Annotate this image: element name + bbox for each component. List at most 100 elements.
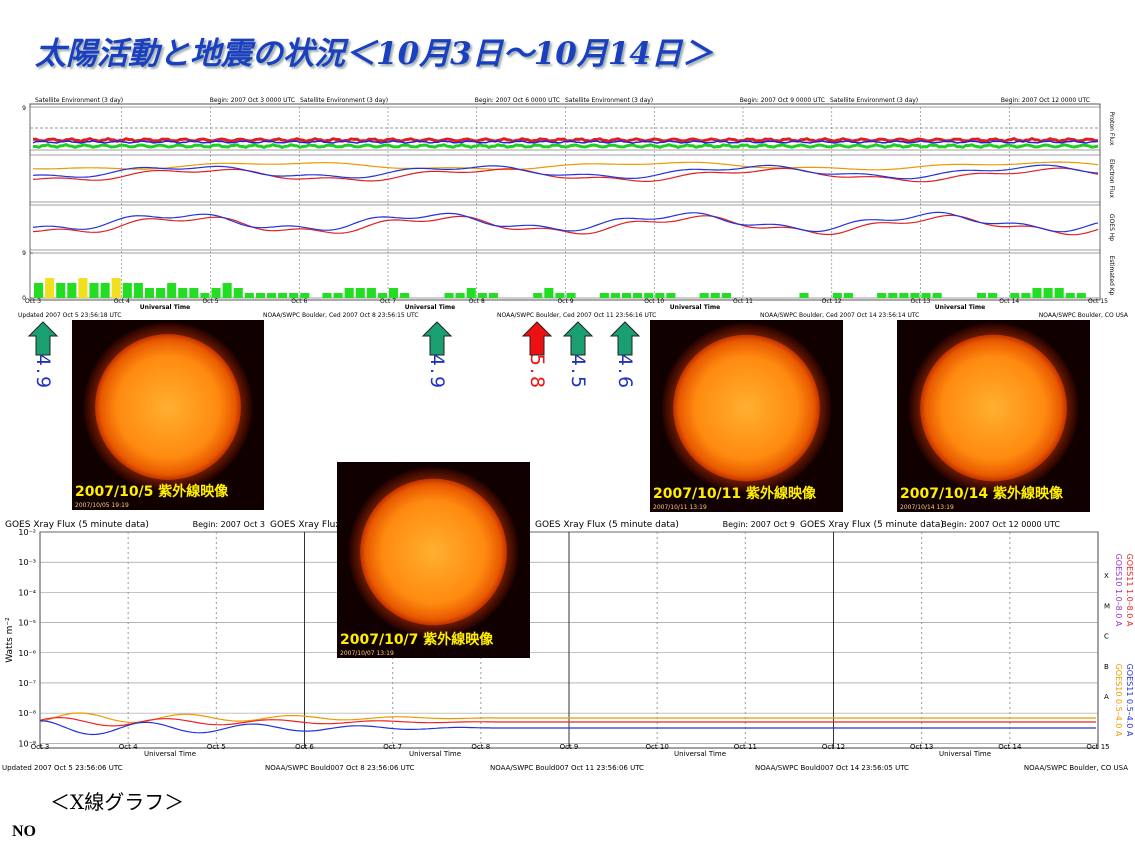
legend-entry: GOES10 0.5–4.0 A [1114,664,1123,737]
kp-bar [266,293,277,298]
kp-bar [355,288,365,298]
panel-title: GOES Xray Flux (5 minute data) [535,520,679,530]
row-label: Estimated Kp [1108,256,1115,296]
day-label: Oct 15 [1088,298,1108,305]
quake-magnitude: 4.9 [426,354,448,390]
kp-bar [932,293,942,298]
flare-class: C [1104,633,1109,641]
flare-class: M [1104,602,1110,610]
day-label: Oct 9 [557,298,573,305]
kp-bar [455,293,465,298]
kp-bar [799,293,809,298]
kp-bar [533,293,543,298]
kp-bar [211,288,221,298]
kp-bar [333,293,343,298]
kp-bar [877,293,887,298]
trace [32,136,1099,144]
kp-bar [56,283,66,298]
x-axis-label: Universal Time [140,304,190,311]
kp-bar [544,288,554,298]
kp-bar [1043,288,1053,298]
kp-bar [610,293,620,298]
kp-bar [488,293,498,298]
kp-bar [278,293,288,298]
day-label: Oct 15 [1086,743,1109,751]
kp-bar [655,293,665,298]
panel-title: Satellite Environment (3 day) [35,97,123,104]
kp-bar [255,293,265,298]
kp-bar [888,293,898,298]
xray-trace [39,716,1096,727]
kp-bar [621,293,632,298]
trace [32,211,1099,233]
kp-bar [477,293,487,298]
kp-bar [1032,288,1042,298]
sun-disk [360,478,507,626]
env-row [29,252,1101,299]
footer-note: Updated 2007 Oct 5 23:56:06 UTC [2,764,123,772]
kp-bar [300,293,310,298]
kp-bar [144,288,155,298]
y-tick-label: 10⁻⁴ [18,588,36,597]
trace [33,161,1099,171]
kp-bar [1076,293,1086,298]
kp-tick-label: 9 [22,250,26,257]
sun-caption: 2007/10/5 紫外線映像 [75,483,229,500]
flare-class: A [1104,693,1109,701]
panel-title: Satellite Environment (3 day) [300,97,388,104]
kp-bar [466,288,476,298]
kp-bar [988,293,998,298]
kp-bar [721,293,731,298]
kp-bar [122,283,132,298]
kp-bar [78,278,88,298]
kp-bar [89,283,99,298]
kp-bar [644,293,654,298]
kp-bar [400,293,410,298]
panel-title: GOES Xray Flux (5 minute data) [5,520,149,530]
trace [33,142,1099,150]
kp-bar [244,293,254,298]
day-label: Oct 3 [31,743,50,751]
kp-bar [710,293,720,298]
kp-bar [200,293,210,298]
footer-note: NOAA/SWPC Boulder, CO USA [1024,764,1128,772]
quake-magnitude: 4.9 [32,354,54,390]
kp-bar [1021,293,1031,298]
legend-entry: GOES10 1.0–8.0 A [1114,554,1123,627]
quake-arrow [421,321,453,356]
kp-bar [34,283,44,298]
trace [32,140,1099,144]
env-row [29,154,1101,203]
quake-arrow [521,321,553,356]
sun-stamp: 2007/10/07 13:19 [340,650,394,657]
quake-magnitude: 5.8 [526,354,548,390]
panel-begin: Begin: 2007 Oct 3 0000 UTC [210,97,295,104]
footer-note: NOAA/SWPC Boulder, Ced 2007 Oct 8 23:56:… [263,312,419,319]
panel-begin: Begin: 2007 Oct 12 0000 UTC [941,520,1060,529]
xray-trace [39,720,1096,736]
day-label: Oct 8 [469,298,485,305]
day-label: Oct 12 [822,298,842,305]
kp-bar [832,293,842,298]
row-label: GOES Hp [1108,214,1115,241]
day-label: Oct 7 [380,298,396,305]
x-axis-label: Universal Time [144,750,196,758]
kp-bar [599,293,609,298]
footer-note: NOAA/SWPC Bould007 Oct 14 23:56:05 UTC [755,764,909,772]
xray-trace [39,712,1096,724]
sun-stamp: 2007/10/14 13:19 [900,504,954,511]
day-label: Oct 10 [644,298,664,305]
panel-begin: Begin: 2007 Oct 6 0000 UTC [475,97,560,104]
sun-caption: 2007/10/7 紫外線映像 [340,631,494,648]
caption: ＜X線グラフ＞ [50,790,185,814]
y-tick-label: 10⁻⁶ [18,649,36,658]
kp-bar [322,293,332,298]
kp-bar [233,288,243,298]
panel-begin: Begin: 2007 Oct 12 0000 UTC [1001,97,1090,104]
kp-bar [111,278,121,298]
footer-note: NOAA/SWPC Boulder, Ced 2007 Oct 14 23:56… [760,312,919,319]
quake-magnitude: 4.5 [567,354,589,390]
kp-bar [366,288,376,298]
